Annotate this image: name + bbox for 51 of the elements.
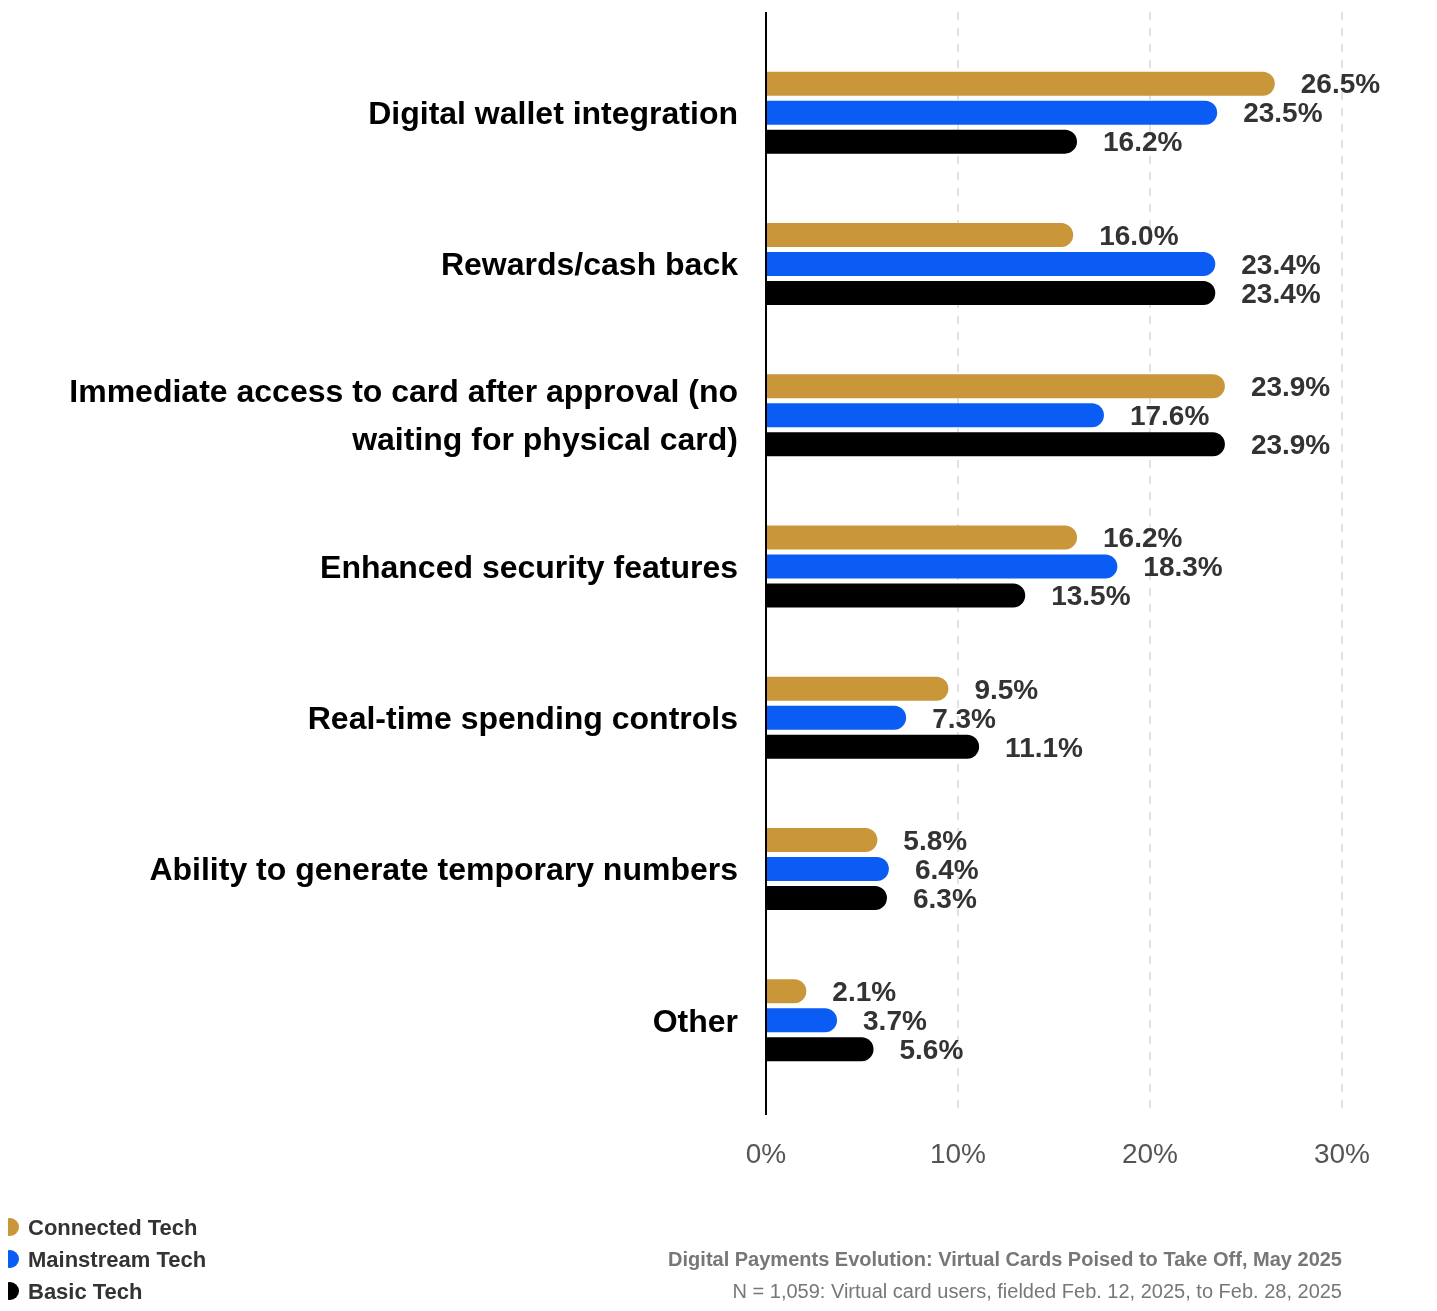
data-label: 23.9% <box>1250 371 1331 403</box>
data-label: 26.5% <box>1300 68 1381 100</box>
text: Digital Payments Evolution: Virtual Cards Poised to Take Off, May 2025 <box>668 1248 1342 1270</box>
bar <box>766 525 1078 550</box>
bar <box>766 857 889 882</box>
text: N = 1,059: Virtual card users, fielded Feb. 12, 2025, to Feb. 28, 2025 <box>732 1280 1342 1302</box>
bar <box>766 828 878 853</box>
y-tick-label: Ability to generate temporary numbers <box>149 851 738 888</box>
y-tick-label: Immediate access to card after approval (no waiting for physical card) <box>69 373 738 458</box>
y-tick-label: Enhanced security features <box>320 548 738 585</box>
legend-label: Connected Tech <box>28 1214 198 1240</box>
x-tick-label: 10% <box>929 1137 987 1169</box>
data-label: 3.7% <box>863 1005 927 1037</box>
bar <box>766 979 807 1004</box>
x-tick-label: 30% <box>1313 1137 1371 1169</box>
data-label: 7.3% <box>932 702 997 734</box>
data-label: 23.9% <box>1250 429 1331 461</box>
bar <box>766 403 1104 428</box>
data-label: 23.4% <box>1241 248 1321 280</box>
legend-label: Mainstream Tech <box>28 1246 207 1272</box>
x-tick-label: 20% <box>1121 1137 1179 1169</box>
data-label: 6.3% <box>912 882 977 914</box>
data-label: 2.1% <box>832 976 897 1008</box>
y-tick-label: Real-time spending controls <box>307 699 738 736</box>
bar <box>766 554 1118 579</box>
y-tick-label: Digital wallet integration <box>368 94 738 131</box>
data-label: 5.6% <box>899 1034 964 1066</box>
bar <box>766 676 949 701</box>
data-label: 16.0% <box>1099 219 1179 251</box>
bar <box>766 374 1225 399</box>
data-label: 13.5% <box>1051 580 1131 612</box>
bar <box>766 222 1074 247</box>
legend-label: Basic Tech <box>28 1278 143 1304</box>
bar <box>766 705 907 730</box>
data-label: 9.5% <box>974 673 1039 705</box>
bar <box>766 1008 838 1033</box>
data-label: 23.5% <box>1243 97 1323 129</box>
y-tick-label: Rewards/cash back <box>440 246 739 283</box>
data-label: 16.2% <box>1103 126 1183 158</box>
bar <box>766 251 1216 276</box>
data-label: 18.3% <box>1143 551 1223 583</box>
data-label: 6.4% <box>914 853 979 885</box>
bar <box>766 71 1275 96</box>
data-label: 5.8% <box>903 824 968 856</box>
x-tick-label: 0% <box>745 1137 787 1169</box>
data-label: 16.2% <box>1103 522 1183 554</box>
y-tick-label: Other <box>652 1002 738 1039</box>
data-label: 23.4% <box>1241 277 1321 309</box>
data-label: 11.1% <box>1005 731 1084 763</box>
data-label: 17.6% <box>1129 400 1210 432</box>
bar <box>766 100 1218 125</box>
